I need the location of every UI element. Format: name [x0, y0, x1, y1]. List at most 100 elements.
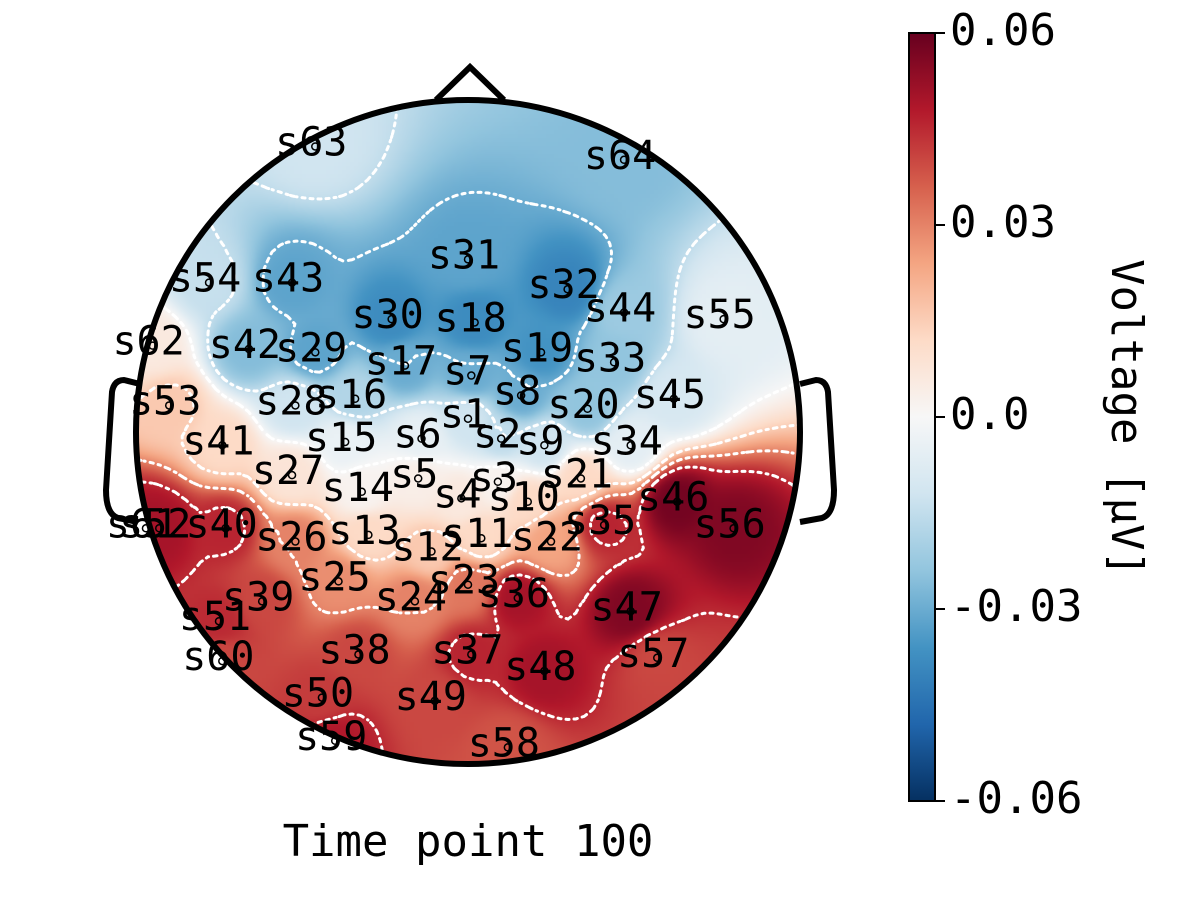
sensor-marker	[291, 537, 300, 546]
sensor-label: s64	[584, 133, 656, 179]
contour-line	[136, 383, 800, 562]
sensor-marker	[463, 580, 473, 589]
sensor-label: s7	[443, 349, 491, 395]
sensor-marker	[470, 318, 479, 327]
sensor-marker	[257, 597, 267, 606]
sensor-label: s37	[431, 627, 503, 673]
sensor-label: s44	[584, 285, 656, 331]
sensor-label: s59	[295, 714, 367, 760]
sensor-label: s63	[275, 119, 347, 165]
sensor-marker	[536, 348, 546, 357]
chart-title: Time point 100	[283, 816, 654, 867]
sensor-label: s27	[252, 448, 324, 494]
sensor-label: s24	[375, 574, 447, 620]
sensor-marker	[154, 524, 164, 533]
sensor-label: s60	[182, 634, 254, 680]
sensor-marker	[729, 524, 738, 533]
colorbar-tick-label: 0.03	[950, 197, 1056, 248]
contour-line	[136, 449, 800, 615]
sensor-label: s6	[393, 412, 441, 458]
sensor-marker	[357, 487, 367, 497]
sensor-marker	[457, 494, 466, 503]
sensor-label: s41	[182, 418, 254, 464]
sensor-marker	[467, 650, 476, 659]
sensor-label: s29	[275, 325, 347, 371]
sensor-marker	[599, 520, 609, 530]
sensor-marker	[387, 314, 396, 324]
sensor-marker	[503, 743, 513, 752]
sensor-label: s33	[574, 335, 646, 381]
sensor-marker	[430, 696, 440, 706]
sensor-marker	[563, 284, 572, 294]
sensor-label: s17	[365, 339, 437, 385]
sensor-label: s58	[468, 720, 540, 766]
sensor-marker	[354, 650, 363, 659]
sensor-marker	[330, 736, 340, 746]
sensor-marker	[583, 404, 592, 414]
sensor-label: s13	[328, 508, 400, 554]
sensor-marker	[540, 666, 549, 676]
colorbar-ticks: 0.06 0.03 0.0 -0.03 -0.06	[935, 5, 1082, 824]
sensor-label: s43	[252, 256, 324, 302]
right-ear-outline	[799, 377, 837, 525]
sensor-marker	[334, 577, 343, 586]
sensor-label: s14	[322, 465, 394, 511]
sensor-marker	[626, 607, 635, 616]
sensor-label: s9	[516, 418, 564, 464]
sensor-marker	[719, 314, 728, 324]
sensor-label: s47	[591, 584, 663, 630]
sensor-marker	[244, 344, 254, 354]
sensor-marker	[540, 441, 549, 450]
sensor-label: s32	[527, 262, 599, 308]
sensor-marker	[669, 394, 679, 404]
sensor-marker	[672, 497, 682, 506]
sensor-label: s62	[112, 319, 184, 365]
sensor-label: s49	[395, 674, 467, 720]
sensor-marker	[218, 656, 227, 666]
sensor-label: s23	[428, 558, 500, 604]
colorbar-gradient	[909, 33, 935, 801]
sensor-marker	[214, 616, 224, 626]
sensor-label: s51	[179, 594, 251, 640]
sensor-label: s19	[501, 325, 573, 371]
colorbar-tick-label: -0.03	[950, 581, 1082, 632]
sensor-label: s26	[255, 515, 327, 561]
sensor-marker	[513, 593, 523, 603]
sensor-marker	[291, 401, 300, 410]
colorbar-tick-label: 0.0	[950, 389, 1029, 440]
head-outline	[133, 97, 803, 767]
sensor-label: s56	[693, 501, 765, 547]
sensor-label: s3	[470, 455, 518, 501]
colorbar-tick-label: 0.06	[950, 5, 1056, 56]
sensor-label: s30	[352, 292, 424, 338]
sensor-marker	[619, 155, 629, 165]
sensor-marker	[400, 361, 410, 370]
contour-line	[261, 190, 613, 389]
sensor-marker	[364, 530, 373, 540]
sensor-label: s25	[298, 554, 370, 600]
sensor-label: s38	[318, 627, 390, 673]
sensor-label: s1	[440, 392, 488, 438]
sensor-marker	[463, 255, 473, 264]
sensor-label: s53	[129, 378, 201, 424]
left-ear-outline	[103, 377, 141, 525]
sensor-label: s22	[511, 515, 583, 561]
sensor-label: s11	[441, 511, 513, 557]
sensor-marker	[410, 597, 420, 606]
sensor-marker	[311, 142, 320, 151]
sensor-marker	[413, 474, 423, 483]
sensor-label: s52	[119, 501, 191, 547]
sensor-marker	[576, 474, 586, 483]
sensor-label: s34	[591, 418, 663, 464]
sensor-marker	[493, 477, 503, 487]
sensor-marker	[311, 348, 320, 357]
sensor-marker	[287, 278, 297, 287]
sensor-label: s20	[547, 382, 619, 428]
sensor-marker	[626, 441, 635, 450]
sensor-marker	[546, 537, 556, 546]
sensor-label: s61	[106, 501, 178, 547]
sensor-marker	[496, 434, 506, 443]
sensor-marker	[417, 434, 426, 443]
colorbar: 0.06 0.03 0.0 -0.03 -0.06 Voltage [µV]	[908, 5, 1152, 824]
